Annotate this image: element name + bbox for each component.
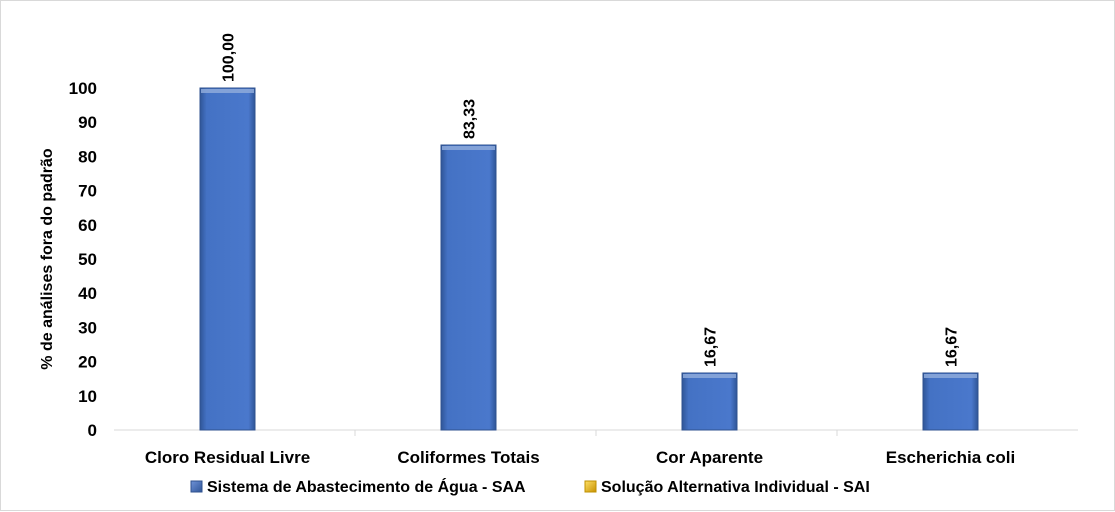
data-label: 83,33 [462,99,479,139]
y-axis-title: % de análises fora do padrão [39,148,56,370]
data-label: 16,67 [703,327,720,367]
y-tick-label: 90 [78,113,97,132]
bars-layer [199,87,979,431]
y-tick-label: 30 [78,318,97,337]
bar-saa [681,372,738,431]
y-tick-label: 40 [78,284,97,303]
bar-saa [199,87,256,431]
y-tick-label: 0 [88,421,97,440]
y-tick-label: 100 [69,79,97,98]
y-tick-label: 80 [78,147,97,166]
x-tick-label: Cloro Residual Livre [145,448,310,467]
bar-top-highlight [442,146,495,151]
x-tick-label: Cor Aparente [656,448,763,467]
data-label: 100,00 [221,33,238,82]
legend-label-saa: Sistema de Abastecimento de Água - SAA [207,477,526,496]
legend-swatch-saa [190,480,203,493]
legend-label-sai: Solução Alternativa Individual - SAI [601,479,870,496]
bar-saa [922,372,979,431]
bar-saa [440,144,497,431]
y-tick-label: 20 [78,353,97,372]
axes-layer: 0 10 20 30 40 50 60 70 80 90 100 Cloro Residual Liv… [69,79,1078,467]
data-label: 16,67 [944,327,961,367]
bar-top-highlight [201,89,254,93]
bar-top-highlight [683,373,736,378]
y-tick-label: 50 [78,250,97,269]
legend: Sistema de Abastecimento de Água - SAA So… [190,477,870,496]
bar-top-highlight [924,373,977,378]
y-tick-label: 60 [78,216,97,235]
y-tick-label: 70 [78,182,97,201]
x-tick-label: Coliformes Totais [397,448,539,467]
labels-layer: 100,00 83,33 16,67 16,67 [221,33,961,367]
y-tick-label: 10 [78,387,97,406]
x-tick-label: Escherichia coli [886,448,1015,467]
legend-swatch-sai [584,480,597,493]
